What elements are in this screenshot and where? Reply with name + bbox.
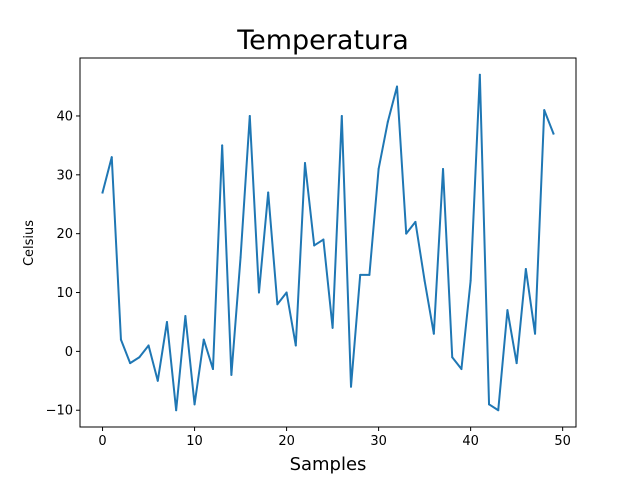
data-point (359, 273, 362, 276)
data-point (294, 344, 297, 347)
data-point (202, 338, 205, 341)
data-point (442, 167, 445, 170)
data-point (138, 356, 141, 359)
data-point (110, 156, 113, 159)
data-point (193, 403, 196, 406)
y-tick-label: 30 (56, 168, 73, 183)
data-point (239, 256, 242, 259)
y-axis-title: Celsius (22, 220, 37, 266)
plot-area (79, 57, 577, 428)
data-point (267, 191, 270, 194)
data-point (432, 332, 435, 335)
data-point (230, 373, 233, 376)
data-point (285, 291, 288, 294)
series-layer (101, 73, 555, 412)
data-point (147, 344, 150, 347)
data-point (552, 132, 555, 135)
data-point (119, 338, 122, 341)
data-point (451, 356, 454, 359)
y-tick-label: 0 (65, 345, 73, 360)
data-point (534, 332, 537, 335)
data-point (396, 85, 399, 88)
data-point (257, 291, 260, 294)
x-tick-label: 0 (98, 434, 106, 449)
x-tick-label: 20 (278, 434, 295, 449)
data-point (414, 220, 417, 223)
data-point (405, 232, 408, 235)
data-point (313, 244, 316, 247)
data-point (488, 403, 491, 406)
data-point (497, 409, 500, 412)
y-tick-label: −10 (46, 404, 73, 419)
data-point (165, 320, 168, 323)
data-point (515, 362, 518, 365)
data-point (322, 238, 325, 241)
data-point (101, 191, 104, 194)
data-point (276, 303, 279, 306)
data-point (386, 120, 389, 123)
data-point (506, 309, 509, 312)
y-tick-label: 20 (56, 227, 73, 242)
data-point (377, 167, 380, 170)
data-point (524, 267, 527, 270)
x-axis: 0 10 20 30 40 50 (98, 427, 571, 449)
data-point (543, 109, 546, 112)
data-point (211, 368, 214, 371)
series-line (101, 73, 555, 412)
data-point (175, 409, 178, 412)
data-point (248, 114, 251, 117)
data-point (340, 114, 343, 117)
data-point (478, 73, 481, 76)
x-tick-label: 10 (186, 434, 203, 449)
data-point (469, 279, 472, 282)
data-point (331, 326, 334, 329)
data-point (368, 273, 371, 276)
data-point (129, 362, 132, 365)
data-point (221, 144, 224, 147)
data-point (423, 279, 426, 282)
x-tick-label: 50 (554, 434, 571, 449)
y-tick-label: 10 (56, 286, 73, 301)
y-tick-label: 40 (56, 109, 73, 124)
y-axis: −10 0 10 20 30 40 (46, 109, 80, 419)
data-point (303, 162, 306, 165)
data-point (460, 368, 463, 371)
data-point (184, 315, 187, 318)
chart-title: Temperatura (236, 25, 409, 56)
x-tick-label: 40 (462, 434, 479, 449)
data-point (350, 385, 353, 388)
x-axis-title: Samples (290, 454, 367, 475)
x-tick-label: 30 (370, 434, 387, 449)
data-point (156, 379, 159, 382)
